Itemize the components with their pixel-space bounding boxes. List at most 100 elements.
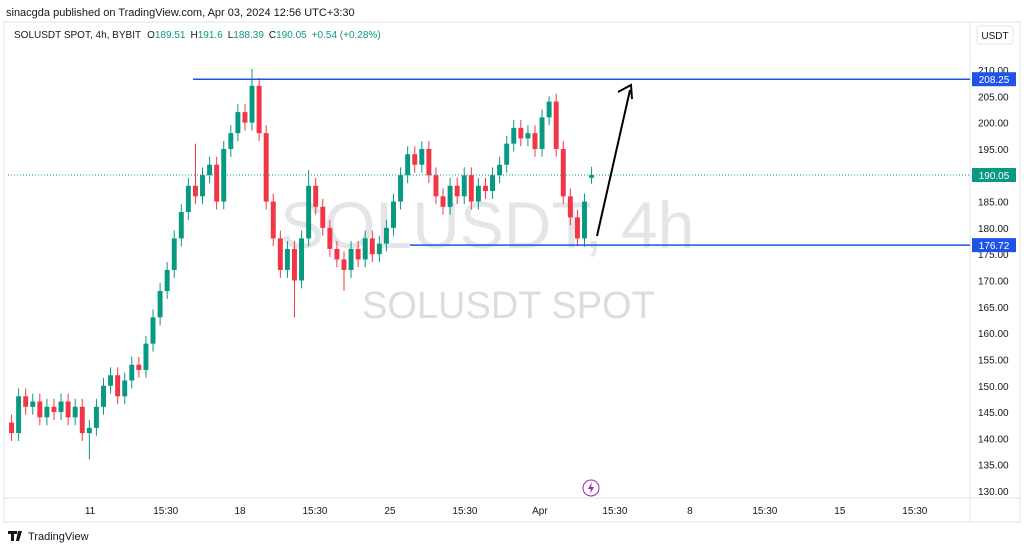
- candle-body: [277, 238, 283, 270]
- candle-body: [327, 227, 333, 249]
- candle-body: [306, 185, 312, 239]
- publisher: sinacgda published on TradingView.com, A…: [6, 7, 355, 19]
- level-label-bg: [972, 72, 1016, 87]
- arrow-shaft: [596, 89, 631, 237]
- candle-body: [178, 212, 184, 239]
- candle-body: [207, 164, 213, 176]
- candle-body: [108, 375, 114, 386]
- y-tick-label: 175.00: [978, 250, 1009, 261]
- ohlc-key: H: [190, 30, 197, 41]
- candle-body: [185, 185, 191, 213]
- candle-body: [567, 196, 573, 218]
- last-price-bg: [972, 167, 1016, 182]
- candle-body: [355, 248, 361, 260]
- candle-body: [171, 238, 177, 270]
- candle-body: [157, 291, 163, 318]
- symbol: SOLUSDT SPOT, 4h, BYBIT: [14, 30, 141, 41]
- candle-body: [9, 422, 15, 434]
- candle-body: [292, 248, 297, 281]
- chart-frame: [3, 21, 1021, 523]
- x-tick-label: 15:30: [752, 506, 777, 517]
- ohlc-value: 189.51: [155, 30, 186, 41]
- candle-body: [362, 238, 368, 260]
- candle-body: [101, 385, 106, 407]
- candle-body: [129, 364, 135, 381]
- candle-body: [391, 201, 396, 228]
- x-tick-label: 15:30: [153, 506, 178, 517]
- candle-body: [475, 185, 481, 202]
- candle-body: [299, 238, 305, 281]
- candle-body: [51, 406, 57, 413]
- y-tick-label: 185.00: [978, 198, 1009, 209]
- x-tick-label: 15:30: [302, 506, 327, 517]
- currency[interactable]: USDT: [981, 31, 1008, 42]
- candle-body: [574, 217, 580, 239]
- candle-body: [405, 154, 411, 176]
- candle-body: [383, 227, 389, 244]
- candle-body: [461, 175, 467, 197]
- candle-body: [433, 175, 439, 197]
- candle-body: [341, 259, 347, 270]
- candle-body: [525, 133, 531, 139]
- x-tick-label: 25: [384, 506, 396, 517]
- candle-body: [440, 196, 446, 207]
- ohlc-value: 190.05: [276, 30, 307, 41]
- candle-body: [511, 127, 517, 144]
- candle-body: [44, 406, 50, 418]
- y-tick-label: 135.00: [978, 461, 1009, 472]
- y-tick-label: 170.00: [978, 277, 1009, 288]
- x-tick-label: 18: [234, 506, 246, 517]
- level-label-bg: [972, 238, 1016, 253]
- x-tick-label: Apr: [532, 506, 548, 517]
- ohlc-value: 188.39: [233, 30, 264, 41]
- ohlc-key: C: [269, 30, 276, 41]
- candle-body: [560, 148, 566, 197]
- last-price-label: 190.05: [979, 171, 1010, 182]
- candle-body: [468, 175, 474, 202]
- y-tick-label: 150.00: [978, 382, 1009, 393]
- candle-body: [115, 375, 121, 397]
- candle-body: [221, 148, 227, 202]
- candle-body: [454, 185, 460, 197]
- candle-body: [348, 248, 354, 270]
- candle-body: [72, 406, 78, 418]
- candle-body: [497, 164, 503, 176]
- candle-body: [320, 206, 326, 228]
- candle-body: [79, 406, 85, 434]
- ohlc-key: O: [147, 30, 155, 41]
- candle-body: [369, 238, 375, 255]
- x-tick-label: 15:30: [902, 506, 927, 517]
- x-tick-label: 8: [687, 506, 693, 517]
- x-tick-label: 15:30: [452, 506, 477, 517]
- currency-button[interactable]: [976, 25, 1014, 45]
- candle-body: [214, 164, 220, 202]
- candle-body: [518, 127, 524, 139]
- y-tick-label: 130.00: [978, 487, 1009, 498]
- level-label: 176.72: [979, 241, 1010, 252]
- level-label: 208.25: [979, 75, 1010, 86]
- watermark-sub: SOLUSDT SPOT: [362, 285, 655, 327]
- y-tick-label: 160.00: [978, 329, 1009, 340]
- candle-body: [228, 133, 234, 149]
- y-tick-label: 195.00: [978, 145, 1009, 156]
- x-tick-label: 15: [834, 506, 846, 517]
- y-tick-label: 140.00: [978, 434, 1009, 445]
- candle-body: [589, 174, 595, 178]
- candle-body: [16, 396, 22, 434]
- candle-body: [263, 133, 269, 202]
- candle-body: [30, 401, 36, 407]
- candle-body: [192, 185, 198, 197]
- candle-body: [546, 101, 552, 118]
- y-tick-label: 155.00: [978, 355, 1009, 366]
- candle-body: [412, 154, 418, 165]
- y-tick-label: 165.00: [978, 303, 1009, 314]
- candle-body: [58, 401, 64, 413]
- candle-body: [284, 248, 290, 270]
- candle-body: [249, 85, 255, 123]
- candle-body: [553, 101, 559, 149]
- candle-body: [242, 112, 248, 123]
- candle-body: [270, 201, 276, 239]
- y-tick-label: 205.00: [978, 92, 1009, 103]
- candle-body: [235, 112, 241, 134]
- y-tick-label: 210.00: [978, 66, 1009, 77]
